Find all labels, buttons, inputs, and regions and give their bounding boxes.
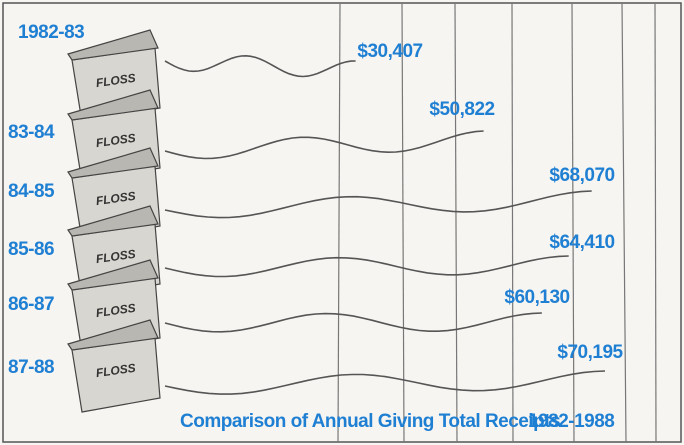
category-label: 87-88 bbox=[8, 357, 54, 378]
value-label: $64,410 bbox=[549, 232, 614, 253]
value-label: $50,822 bbox=[429, 99, 494, 120]
chart-subtitle: 1982-1988 bbox=[528, 411, 614, 432]
category-label: 83-84 bbox=[8, 122, 55, 143]
value-label: $70,195 bbox=[557, 342, 623, 363]
chart-title: Comparison of Annual Giving Total Receip… bbox=[180, 411, 560, 432]
page: Comparison of Annual Giving Total Receip… bbox=[0, 0, 684, 445]
value-label: $30,407 bbox=[357, 41, 422, 62]
category-label: 1982-83 bbox=[18, 22, 84, 43]
category-label: 84-85 bbox=[8, 181, 55, 202]
category-label: 85-86 bbox=[8, 239, 54, 260]
chart: Comparison of Annual Giving Total Receip… bbox=[0, 0, 684, 445]
category-label: 86-87 bbox=[8, 294, 54, 315]
value-label: $60,130 bbox=[504, 287, 569, 308]
value-label: $68,070 bbox=[549, 165, 614, 186]
